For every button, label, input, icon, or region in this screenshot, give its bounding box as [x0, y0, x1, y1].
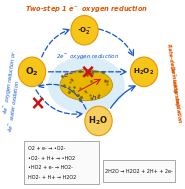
- Text: $\mathbf{\cdot O_2^-}$: $\mathbf{\cdot O_2^-}$: [77, 25, 92, 36]
- Text: 2e$^-$ water oxidation: 2e$^-$ water oxidation: [168, 65, 184, 124]
- Circle shape: [85, 106, 112, 136]
- Text: $\mathbf{H_2O_2}$: $\mathbf{H_2O_2}$: [134, 67, 155, 77]
- Text: •O2- + H+ → •HO2: •O2- + H+ → •HO2: [28, 156, 75, 161]
- Text: HO2- + H+ → H2O2: HO2- + H+ → H2O2: [28, 175, 76, 180]
- Text: $e^-$: $e^-$: [63, 71, 74, 80]
- Ellipse shape: [48, 56, 125, 114]
- Circle shape: [130, 57, 158, 87]
- Text: Two-step 1 e$^-$ oxygen reduction: Two-step 1 e$^-$ oxygen reduction: [25, 3, 148, 14]
- Text: $h^+$: $h^+$: [91, 93, 102, 103]
- Text: Rate-determining step: Rate-determining step: [166, 44, 180, 108]
- FancyBboxPatch shape: [24, 141, 99, 184]
- Text: $\mathbf{H_2O}$: $\mathbf{H_2O}$: [88, 115, 109, 127]
- Ellipse shape: [60, 70, 112, 101]
- Text: $\mathbf{O_2}$: $\mathbf{O_2}$: [25, 66, 39, 78]
- Text: 4e$^-$ water oxidation: 4e$^-$ water oxidation: [6, 79, 21, 133]
- Text: O2 + e- → •O2-: O2 + e- → •O2-: [28, 146, 65, 151]
- Circle shape: [18, 57, 46, 87]
- Text: 2e$^-$ oxygen reduction: 2e$^-$ oxygen reduction: [56, 52, 120, 61]
- Text: 4e$^-$ oxygen reduction or: 4e$^-$ oxygen reduction or: [1, 49, 19, 115]
- Text: •HO2 + e- → HO2-: •HO2 + e- → HO2-: [28, 165, 73, 170]
- Text: 2H2O → H2O2 + 2H+ + 2e-: 2H2O → H2O2 + 2H+ + 2e-: [105, 169, 173, 174]
- Circle shape: [71, 15, 98, 45]
- FancyBboxPatch shape: [103, 160, 175, 182]
